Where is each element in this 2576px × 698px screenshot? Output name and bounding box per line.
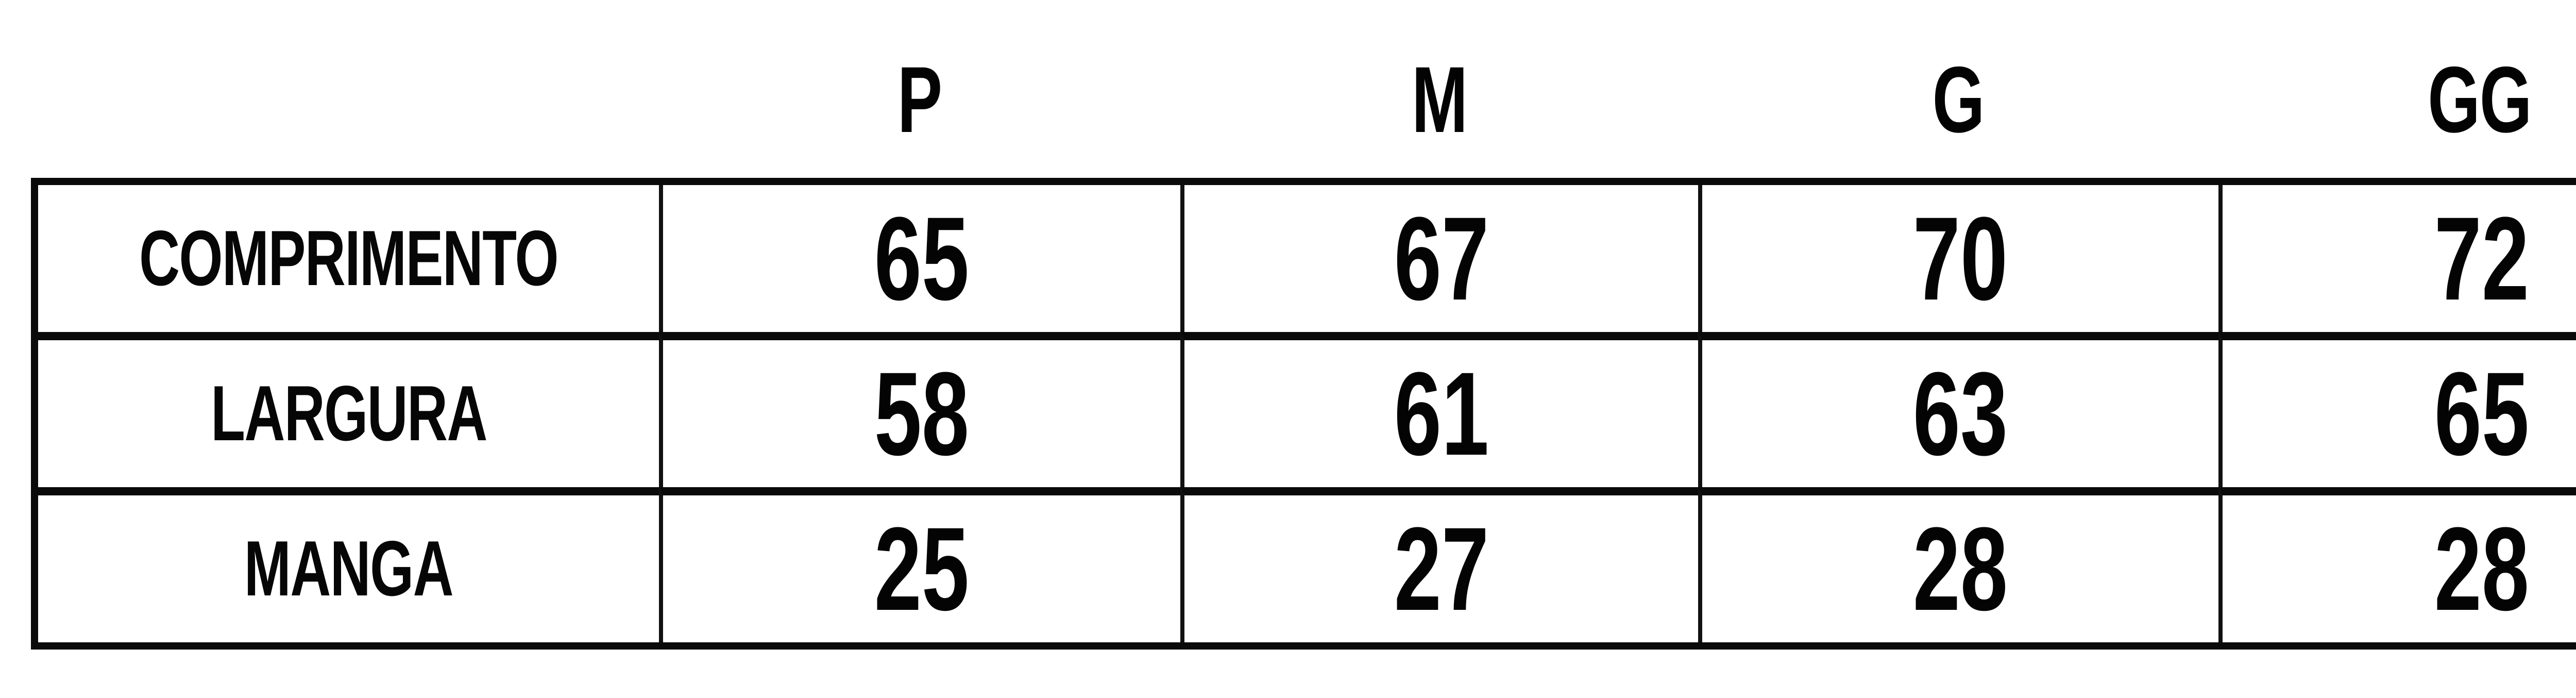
table-cell-largura-m: 61 xyxy=(1180,332,1698,487)
value-manga-p: 25 xyxy=(874,503,970,635)
value-largura-gg: 65 xyxy=(2434,347,2529,480)
row-label-comprimento-text: COMPRIMENTO xyxy=(139,214,559,302)
value-comprimento-p: 65 xyxy=(874,192,970,325)
value-comprimento-m: 67 xyxy=(1394,192,1489,325)
table-cell-comprimento-m: 67 xyxy=(1180,185,1698,332)
value-manga-g: 28 xyxy=(1912,503,2008,635)
table-cell-manga-p: 25 xyxy=(659,487,1180,642)
row-label-largura: LARGURA xyxy=(38,332,659,487)
value-comprimento-g: 70 xyxy=(1912,192,2008,325)
size-header-m-label: M xyxy=(1411,46,1468,152)
size-header-spacer xyxy=(38,0,659,178)
size-header-row: P M G GG EXG xyxy=(31,0,2576,178)
table-cell-comprimento-g: 70 xyxy=(1698,185,2218,332)
row-label-comprimento: COMPRIMENTO xyxy=(38,185,659,332)
value-manga-gg: 28 xyxy=(2434,503,2529,635)
value-manga-m: 27 xyxy=(1394,503,1489,635)
size-header-gg-label: GG xyxy=(2427,46,2532,152)
table-cell-comprimento-p: 65 xyxy=(659,185,1180,332)
size-header-g-label: G xyxy=(1932,46,1985,152)
value-comprimento-gg: 72 xyxy=(2434,192,2529,325)
size-header-p-label: P xyxy=(897,46,942,152)
size-header-gg: GG xyxy=(2218,0,2576,178)
table-cell-largura-gg: 65 xyxy=(2218,332,2576,487)
size-header-p: P xyxy=(659,0,1180,178)
table-cell-manga-gg: 28 xyxy=(2218,487,2576,642)
row-label-largura-text: LARGURA xyxy=(210,370,487,457)
row-label-manga: MANGA xyxy=(38,487,659,642)
value-largura-p: 58 xyxy=(874,347,970,480)
value-largura-g: 63 xyxy=(1912,347,2008,480)
size-table: COMPRIMENTO 65 67 70 72 74 LARGURA 58 61… xyxy=(31,178,2576,650)
value-largura-m: 61 xyxy=(1394,347,1489,480)
table-cell-largura-p: 58 xyxy=(659,332,1180,487)
table-cell-largura-g: 63 xyxy=(1698,332,2218,487)
row-label-manga-text: MANGA xyxy=(244,525,454,612)
table-cell-comprimento-gg: 72 xyxy=(2218,185,2576,332)
table-cell-manga-g: 28 xyxy=(1698,487,2218,642)
table-cell-manga-m: 27 xyxy=(1180,487,1698,642)
size-header-m: M xyxy=(1180,0,1698,178)
size-header-g: G xyxy=(1698,0,2218,178)
